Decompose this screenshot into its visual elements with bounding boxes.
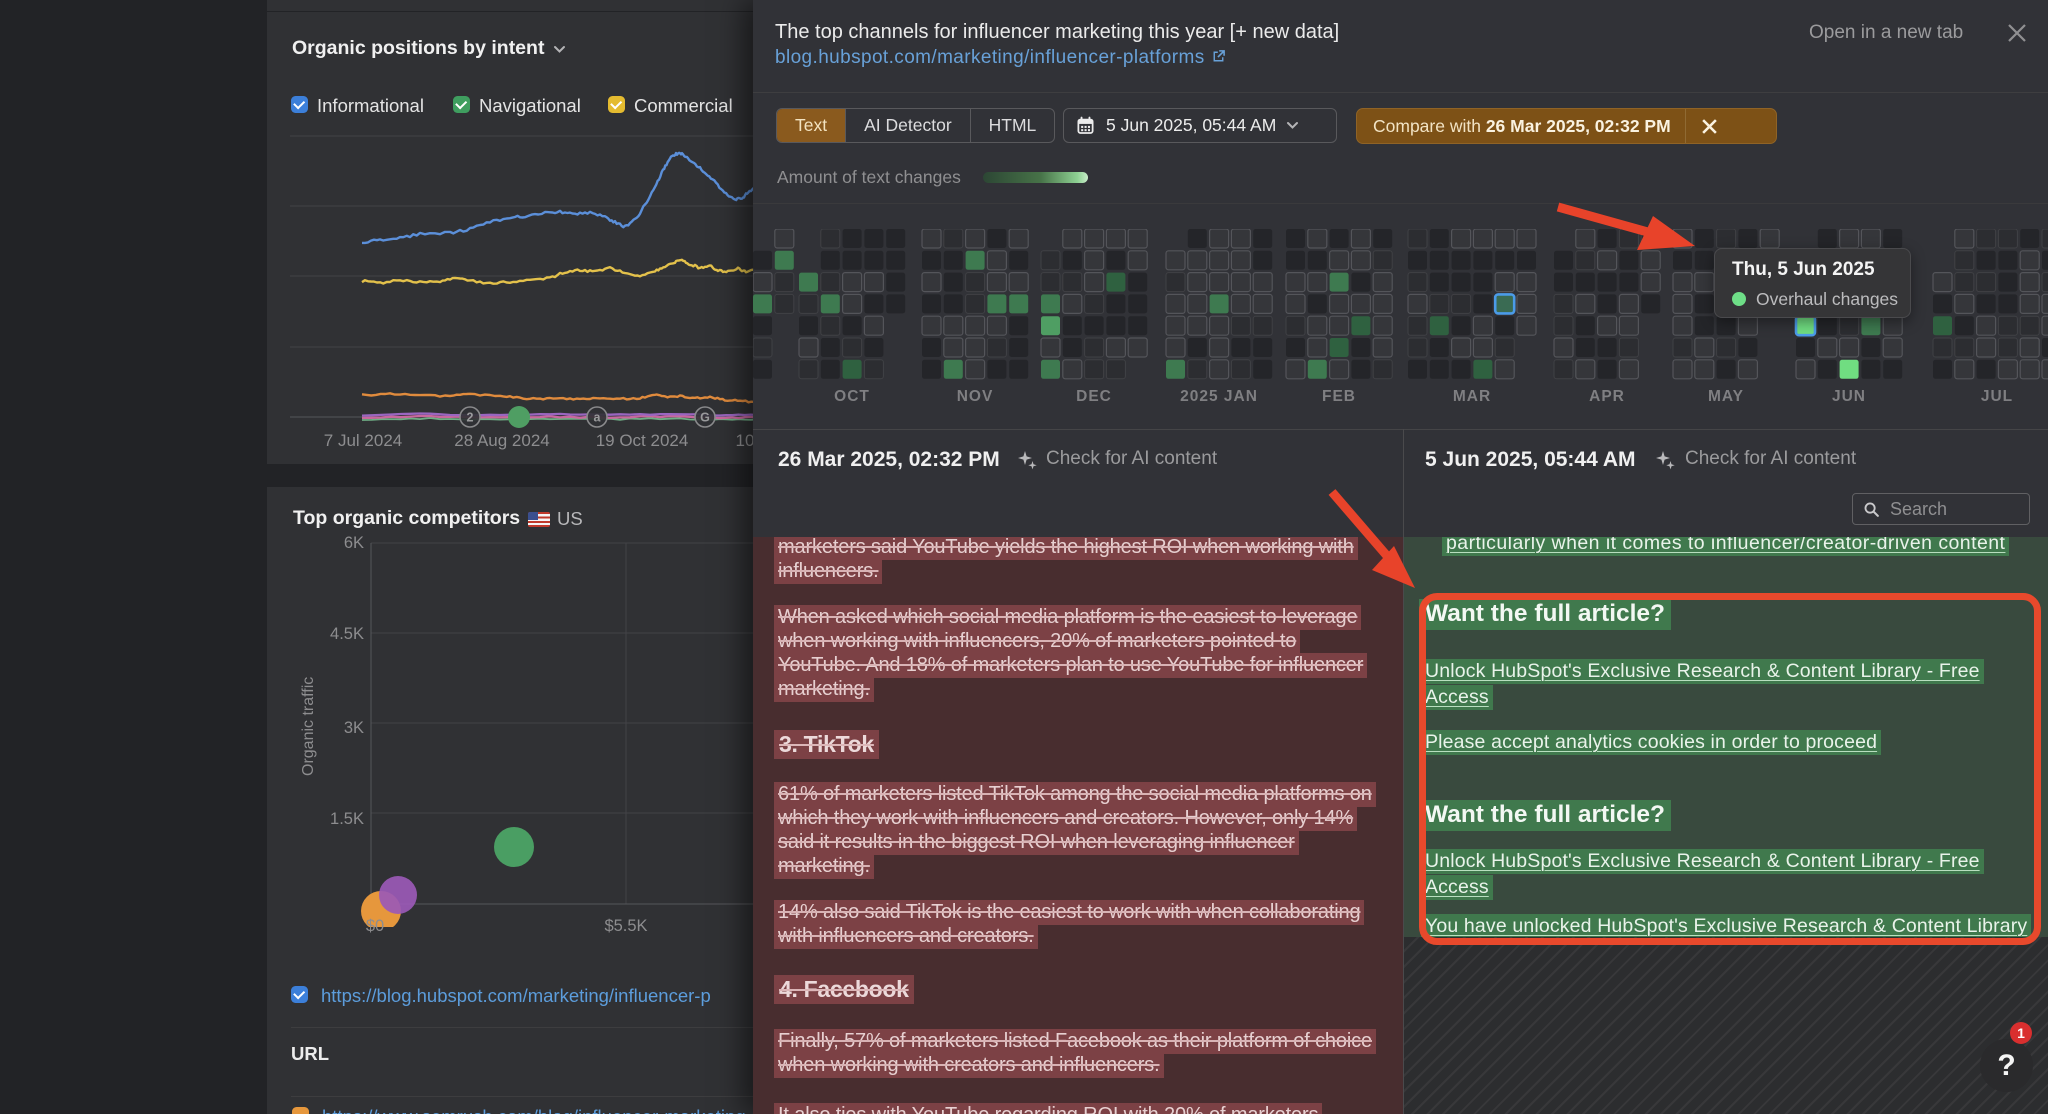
svg-text:2: 2 — [467, 411, 474, 425]
svg-text:APR: APR — [1589, 388, 1625, 405]
svg-text:DEC: DEC — [1076, 388, 1112, 405]
svg-text:MAR: MAR — [1453, 388, 1491, 405]
svg-text:NOV: NOV — [957, 388, 994, 405]
svg-text:G: G — [700, 411, 710, 425]
svg-text:JUL: JUL — [1981, 388, 2013, 405]
svg-text:a: a — [594, 411, 602, 425]
svg-text:2025 JAN: 2025 JAN — [1180, 388, 1258, 405]
svg-text:MAY: MAY — [1708, 388, 1744, 405]
svg-text:JUN: JUN — [1832, 388, 1866, 405]
svg-text:OCT: OCT — [834, 388, 870, 405]
svg-text:FEB: FEB — [1322, 388, 1356, 405]
